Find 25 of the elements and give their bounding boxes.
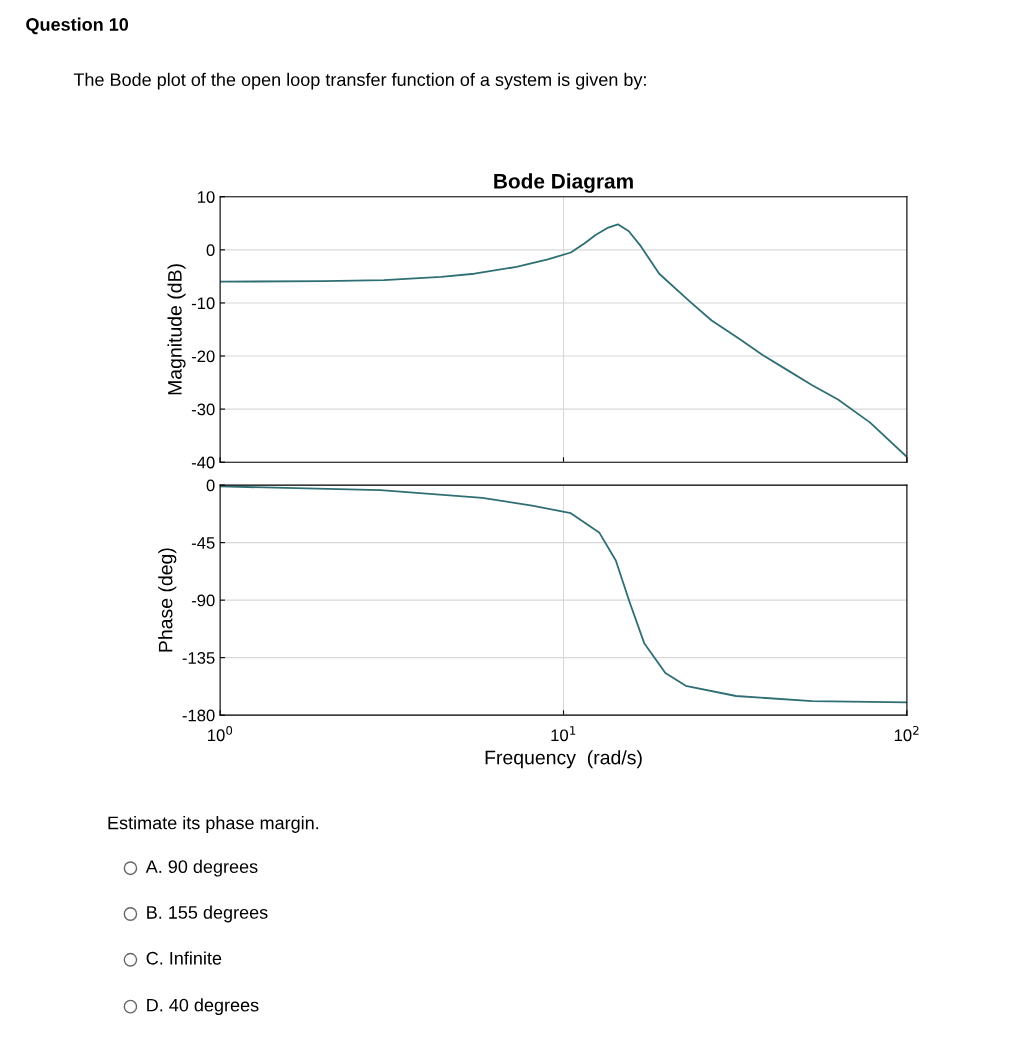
text: A. 90 degrees (145, 859, 258, 877)
y-tick-label: 0 (206, 244, 215, 257)
x-tick-label: 10$^{2}$ (894, 725, 919, 742)
chart-title: Bode Diagram (494, 173, 633, 193)
y-tick-label: -180 (182, 709, 215, 722)
y-tick-label: 10 (197, 191, 215, 203)
y-tick-label: -10 (191, 297, 215, 310)
text: D. 40 degrees (147, 998, 259, 1016)
y-axis-title: Phase (deg) (158, 548, 177, 652)
y-tick-label: -20 (191, 350, 215, 363)
x-tick-label: 10$^{1}$ (551, 726, 576, 742)
y-axis-title: Magnitude (dB) (167, 264, 186, 395)
text: Estimate its phase margin. (108, 816, 319, 833)
y-tick-label: -135 (182, 652, 215, 664)
text: The Bode plot of the open loop transfer function of a system is given by: (73, 72, 646, 90)
y-tick-label: -40 (191, 456, 215, 469)
y-tick-label: 0 (206, 479, 215, 492)
y-tick-label: -45 (191, 537, 215, 549)
y-tick-label: -30 (191, 403, 215, 416)
x-axis-title: Frequency (rad/s) (485, 750, 642, 769)
text: B. 155 degrees (147, 905, 268, 923)
text: C. Infinite (146, 951, 222, 965)
y-tick-label: -90 (191, 594, 215, 607)
text: Question 10 (26, 17, 129, 35)
x-tick-label: 10$^{0}$ (208, 725, 233, 742)
